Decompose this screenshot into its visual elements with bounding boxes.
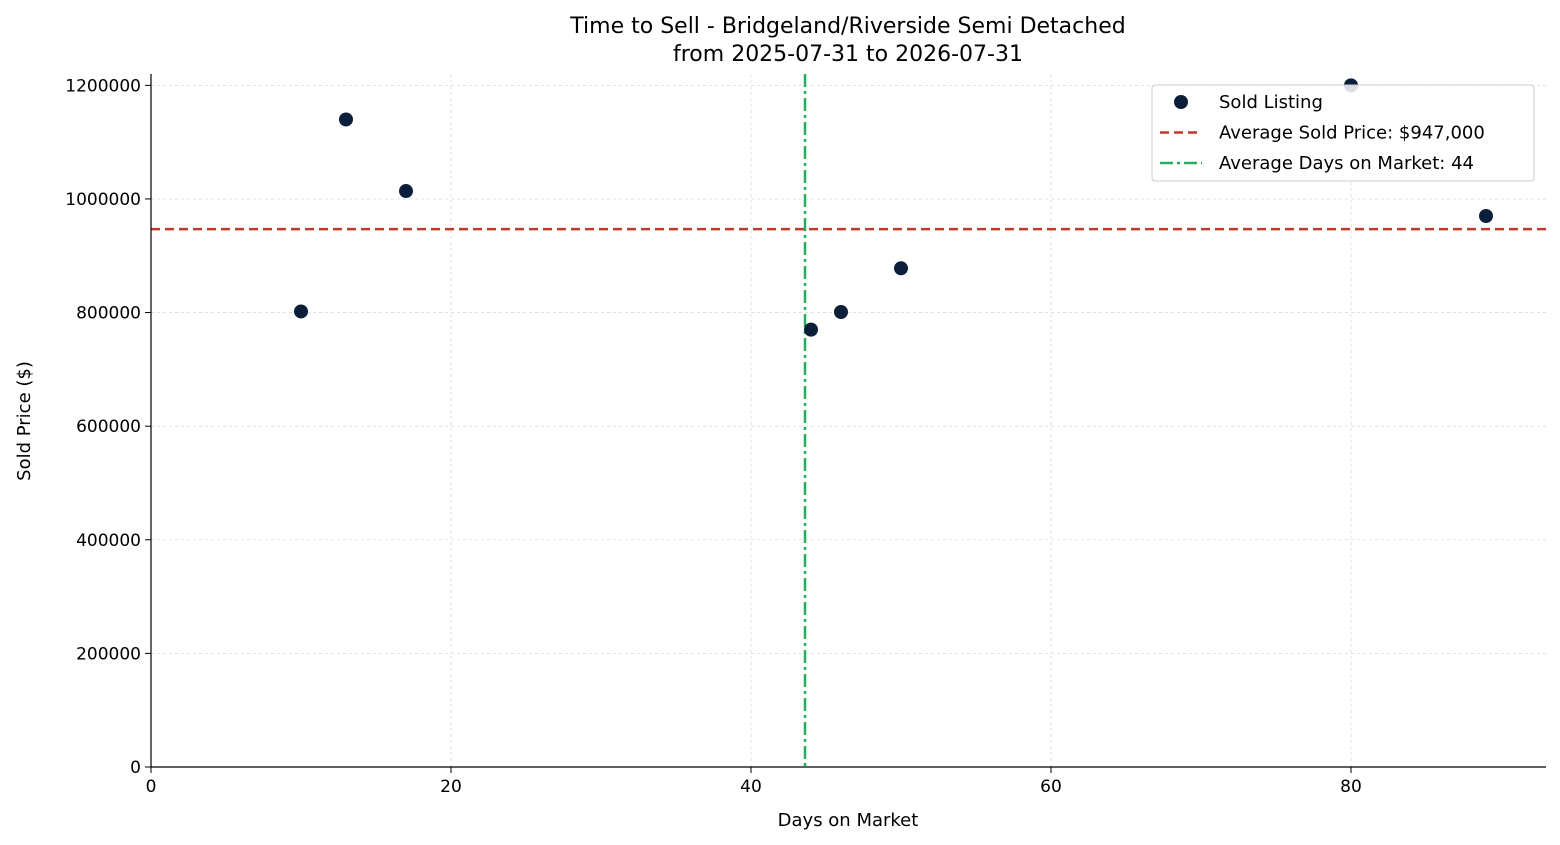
scatter-point — [339, 112, 353, 127]
y-tick-label: 800000 — [76, 304, 141, 324]
scatter-point — [804, 322, 818, 337]
y-tick-label: 1000000 — [65, 190, 141, 210]
y-tick-label: 1200000 — [65, 76, 141, 96]
axes: 0 20 40 60 80 0 200000 400000 600000 800000 100000… — [65, 74, 1546, 797]
scatter-point — [399, 184, 413, 199]
x-axis-label: Days on Market — [778, 810, 919, 831]
legend-label: Sold Listing — [1219, 92, 1323, 113]
legend: Sold Listing Average Sold Price: $947,000… — [1151, 84, 1535, 182]
y-tick-label: 200000 — [76, 644, 141, 664]
y-tick-label: 600000 — [76, 417, 141, 437]
y-tick-label: 400000 — [76, 531, 141, 551]
y-axis-label: Sold Price ($) — [14, 361, 35, 481]
scatter-point — [894, 261, 908, 276]
reference-lines — [151, 74, 1546, 767]
legend-label: Average Days on Market: 44 — [1219, 153, 1474, 174]
legend-label: Average Sold Price: $947,000 — [1219, 123, 1485, 144]
scatter-point — [834, 305, 848, 320]
x-tick-label: 40 — [740, 777, 762, 797]
x-tick-label: 0 — [146, 777, 157, 797]
y-tick-label: 0 — [130, 758, 141, 778]
scatter-point — [294, 304, 308, 319]
legend-marker-sold-listing — [1174, 95, 1188, 109]
scatter-point — [1479, 209, 1493, 224]
chart-subtitle: from 2025-07-31 to 2026-07-31 — [673, 42, 1023, 67]
x-tick-label: 20 — [440, 777, 462, 797]
x-tick-label: 80 — [1340, 777, 1362, 797]
legend-box — [1151, 84, 1535, 182]
x-tick-label: 60 — [1040, 777, 1062, 797]
chart-title: Time to Sell - Bridgeland/Riverside Semi… — [569, 14, 1125, 39]
scatter-points — [294, 78, 1493, 337]
